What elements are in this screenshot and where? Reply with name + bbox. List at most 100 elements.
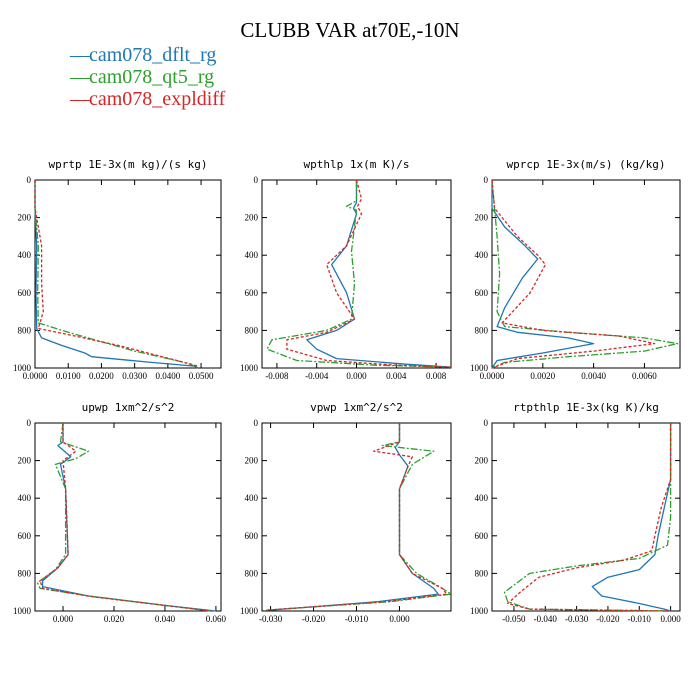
y-tick-label: 400 [245,250,259,260]
plot-frame [491,422,681,612]
legend-item-dflt: — cam078_dflt_rg [70,44,225,66]
x-tick-label: 0.0000 [480,371,505,381]
x-tick-label: 0.000 [389,614,410,624]
x-tick-label: -0.050 [502,614,526,624]
legend: — cam078_dflt_rg — cam078_qt5_rg — cam07… [70,44,225,110]
x-tick-label: -0.008 [265,371,289,381]
y-tick-label: 200 [245,456,259,466]
y-tick-label: 600 [18,288,32,298]
y-tick-label: 1000 [470,363,489,373]
y-tick-label: 200 [18,456,32,466]
x-tick-label: -0.020 [596,614,620,624]
legend-item-expldiff: — cam078_expldiff [70,88,225,110]
x-tick-label: -0.010 [628,614,652,624]
y-tick-label: 0 [484,418,489,428]
y-tick-label: 0 [27,175,32,185]
x-tick-label: -0.040 [534,614,558,624]
x-tick-label: 0.0040 [581,371,606,381]
chart-title: vpwp 1xm^2/s^2 [310,401,403,414]
chart-title: rtpthlp 1E-3x(kg K)/kg [513,401,659,414]
x-tick-label: 0.000 [346,371,367,381]
legend-label-expldiff: cam078_expldiff [89,88,226,110]
chart-panel-4: upwp 1xm^2/s^2 0 200 400 600 800 1000 0.000 0.02… [13,401,227,624]
y-tick-label: 1000 [240,363,259,373]
y-tick-label: 600 [245,531,259,541]
series-line-1 [491,180,595,369]
y-tick-label: 200 [18,213,32,223]
x-tick-label: 0.004 [386,371,407,381]
y-tick-label: 1000 [13,606,32,616]
series-line-2 [36,422,211,612]
y-tick-label: 800 [475,568,489,578]
x-tick-label: 0.008 [426,371,447,381]
series-line-3 [266,423,448,611]
series-line-1 [591,423,672,612]
y-tick-label: 400 [245,493,259,503]
y-tick-label: 0 [484,175,489,185]
plot-frame [261,422,452,612]
chart-panel-3: wprcp 1E-3x(m/s) (kg/kg) 0 200 400 600 800 100… [470,158,681,381]
legend-item-qt5: — cam078_qt5_rg [70,66,225,88]
y-tick-label: 400 [18,250,32,260]
series-line-2 [266,180,452,368]
plot-frame [261,179,452,369]
chart-panel-6: rtpthlp 1E-3x(kg K)/kg 0 200 400 600 800 1000 -… [470,401,681,624]
y-tick-label: 200 [245,213,259,223]
y-tick-label: 1000 [470,606,489,616]
series-line-1 [270,423,439,611]
series-line-2 [34,180,199,369]
x-tick-label: 0.0060 [632,371,657,381]
series-line-3 [34,180,199,368]
x-tick-label: 0.060 [206,614,227,624]
y-tick-label: 600 [475,531,489,541]
y-tick-label: 400 [475,250,489,260]
y-tick-label: 600 [18,531,32,541]
x-tick-label: 0.020 [104,614,125,624]
x-tick-label: 0.0200 [89,371,114,381]
legend-label-qt5: cam078_qt5_rg [89,66,215,88]
chart-panel-5: vpwp 1xm^2/s^2 0 200 400 600 800 1000-0.030 -0.… [240,401,452,624]
series-line-2 [491,179,679,369]
series-line-2 [266,423,452,611]
x-tick-label: 0.000 [53,614,74,624]
plot-frame [491,179,681,369]
series-line-3 [507,423,672,612]
x-tick-label: 0.0000 [23,371,48,381]
series-line-3 [39,423,211,612]
y-tick-label: 0 [254,175,259,185]
page-title: CLUBB VAR at70E,-10N [240,18,460,42]
series-line-1 [41,423,216,612]
y-tick-label: 1000 [240,606,259,616]
chart-title: upwp 1xm^2/s^2 [82,401,175,414]
y-tick-label: 1000 [13,363,32,373]
y-tick-label: 800 [245,568,259,578]
x-tick-label: 0.0100 [56,371,81,381]
y-tick-label: 800 [475,325,489,335]
chart-title: wprcp 1E-3x(m/s) (kg/kg) [507,158,666,171]
y-tick-label: 400 [475,493,489,503]
x-tick-label: 0.0500 [189,371,214,381]
series-line-1 [306,180,452,368]
chart-title: wprtp 1E-3x(m kg)/(s kg) [49,158,208,171]
x-tick-label: 0.000 [660,614,681,624]
x-tick-label: -0.020 [302,614,326,624]
series-line-1 [34,180,199,369]
y-tick-label: 0 [27,418,32,428]
plot-frame [34,179,222,369]
y-tick-label: 400 [18,493,32,503]
y-tick-label: 600 [475,288,489,298]
x-tick-label: -0.030 [259,614,283,624]
y-tick-label: 0 [254,418,259,428]
x-tick-label: 0.0020 [530,371,555,381]
x-tick-label: -0.010 [345,614,369,624]
x-tick-label: 0.0300 [122,371,147,381]
chart-panel-1: wprtp 1E-3x(m kg)/(s kg) 0 200 400 600 800 100… [13,158,222,381]
y-tick-label: 200 [475,456,489,466]
y-tick-label: 200 [475,213,489,223]
plot-frame [34,422,222,612]
x-tick-label: -0.030 [565,614,589,624]
y-tick-label: 800 [245,325,259,335]
series-line-3 [491,179,656,369]
chart-title: wpthlp 1x(m K)/s [304,158,410,171]
